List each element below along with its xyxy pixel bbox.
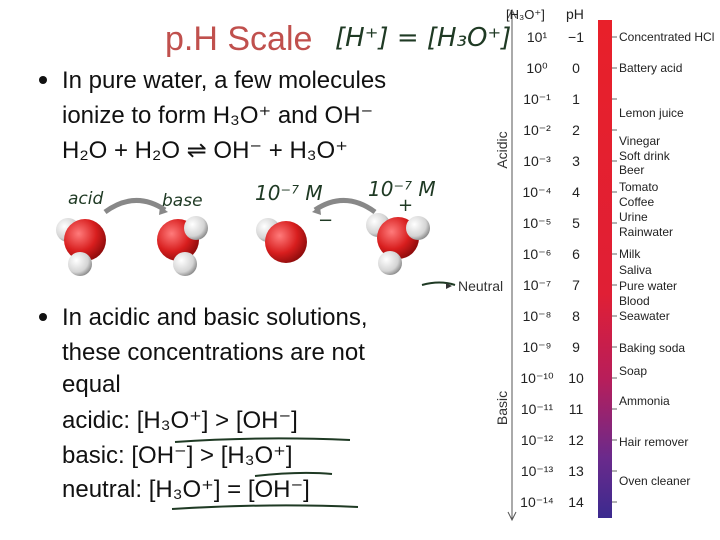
ph-label: 11 [569, 401, 584, 417]
bullet-line: these concentrations are not [62, 339, 365, 366]
arrow-head [159, 206, 168, 215]
hydrogen [68, 252, 92, 276]
example-label: Ammonia [619, 394, 670, 408]
example-label: Vinegar [619, 134, 660, 148]
basic-label: Basic [494, 391, 510, 425]
example-label: Lemon juice [619, 106, 684, 120]
example-label: Rainwater [619, 225, 673, 239]
hydrogen [173, 252, 197, 276]
neutral-label: Neutral [458, 278, 503, 294]
hydrogen [184, 216, 208, 240]
example-label: Oven cleaner [619, 474, 690, 488]
handwritten-acid: acid [68, 189, 103, 209]
arrow [313, 198, 377, 215]
handwritten-minus: − [318, 210, 333, 231]
handwritten-conc: 10⁻⁷ M [255, 181, 323, 205]
conc-label: 10⁻¹¹ [521, 401, 554, 417]
conc-label: 10⁻⁶ [523, 246, 552, 262]
example-label: Soft drink [619, 149, 671, 163]
bullet-line: ionize to form H₃O⁺ and OH⁻ [62, 102, 373, 129]
conc-label: 10⁻⁷ [523, 277, 551, 293]
header-ph: pH [566, 6, 584, 22]
bullet-line: H₂O + H₂O ⇌ OH⁻ + H₃O⁺ [62, 137, 348, 164]
axis-arrow [507, 8, 517, 19]
handwritten-base: base [162, 191, 203, 211]
conc-label: 10⁻⁴ [523, 184, 552, 200]
ph-label: 2 [572, 122, 580, 138]
example-label: Seawater [619, 309, 670, 323]
conc-label: 10⁻⁸ [523, 308, 552, 324]
bullet-line: neutral: [H₃O⁺] = [OH⁻] [62, 476, 310, 503]
bullet-dot [39, 313, 47, 321]
hydrogen [406, 216, 430, 240]
example-label: Milk [619, 247, 641, 261]
example-label: Hair remover [619, 435, 688, 449]
header-conc: [H₃O⁺] [506, 7, 545, 22]
example-label: Beer [619, 163, 644, 177]
bullet-line: equal [62, 371, 121, 398]
conc-label: 10⁻⁵ [523, 215, 552, 231]
example-label: Pure water [619, 279, 677, 293]
example-label: Coffee [619, 195, 654, 209]
ph-label: 9 [572, 339, 580, 355]
conc-label: 10⁰ [526, 60, 548, 76]
conc-label: 10¹ [527, 29, 548, 45]
example-label: Baking soda [619, 341, 685, 355]
example-label: Battery acid [619, 61, 682, 75]
acidic-label: Acidic [494, 131, 510, 168]
bullet-line: basic: [OH⁻] > [H₃O⁺] [62, 442, 293, 469]
ph-label: 14 [568, 494, 584, 510]
ph-label: 5 [572, 215, 580, 231]
ph-label: 10 [568, 370, 584, 386]
conc-label: 10⁻⁹ [523, 339, 552, 355]
arrow-head [312, 206, 321, 215]
ph-label: 1 [572, 91, 580, 107]
bullet-line: In pure water, a few molecules [62, 67, 386, 94]
handwritten-plus: + [398, 195, 413, 216]
conc-label: 10⁻¹⁴ [520, 494, 554, 510]
example-label: Urine [619, 210, 648, 224]
ph-label: 0 [572, 60, 580, 76]
handwritten-formula: [H⁺] = [H₃O⁺] [335, 23, 511, 53]
ph-label: 13 [568, 463, 584, 479]
example-label: Concentrated HCl [619, 30, 714, 44]
ph-color-bar [598, 20, 612, 518]
bullet-line: acidic: [H₃O⁺] > [OH⁻] [62, 407, 298, 434]
ph-label: 7 [572, 277, 580, 293]
bullet-line: In acidic and basic solutions, [62, 304, 368, 331]
ph-label: 8 [572, 308, 580, 324]
conc-label: 10⁻¹² [521, 432, 554, 448]
bullet-text: In pure water, a few molecules ionize to … [39, 67, 386, 503]
example-label: Soap [619, 364, 647, 378]
title: p.H Scale [165, 20, 312, 58]
bullet-dot [39, 76, 47, 84]
conc-label: 10⁻³ [523, 153, 551, 169]
oxygen [265, 221, 307, 263]
conc-label: 10⁻² [523, 122, 551, 138]
ph-label: −1 [568, 29, 584, 45]
conc-label: 10⁻¹³ [521, 463, 554, 479]
example-label: Saliva [619, 263, 652, 277]
arrow [103, 198, 167, 215]
molecules [56, 198, 430, 276]
neutral-arrow [446, 283, 452, 289]
ph-label: 4 [572, 184, 580, 200]
ph-label: 12 [568, 432, 584, 448]
hydrogen [378, 251, 402, 275]
oxygen [64, 219, 106, 261]
example-label: Blood [619, 294, 650, 308]
conc-label: 10⁻¹ [523, 91, 551, 107]
ph-label: 6 [572, 246, 580, 262]
example-label: Tomato [619, 180, 659, 194]
ph-scale: 10¹ −1 10⁰ 0 10⁻¹ 1 10⁻² 2 10⁻³ 3 10⁻⁴ 4 10⁻⁵ 5 10⁻⁶ 6 1… [520, 29, 714, 510]
axis-arrow [507, 511, 517, 522]
handwritten-conc: 10⁻⁷ M [368, 177, 436, 201]
handwritten-underlines [171, 281, 456, 510]
ph-label: 3 [572, 153, 580, 169]
conc-label: 10⁻¹⁰ [520, 370, 554, 386]
